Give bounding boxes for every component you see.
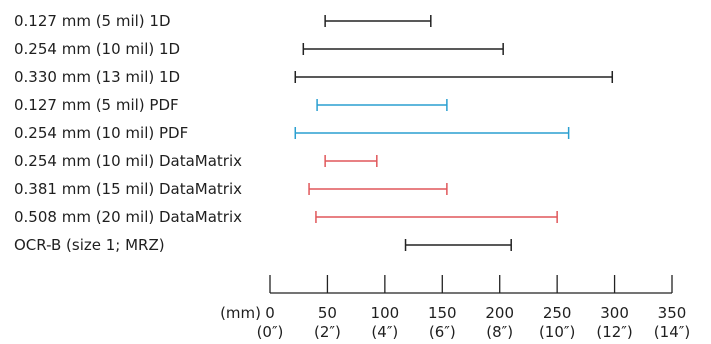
x-tick-label-in: (12″) — [596, 323, 632, 341]
x-tick-label-in: (10″) — [539, 323, 575, 341]
x-tick-label-mm: 300 — [600, 304, 629, 322]
row-label: 0.330 mm (13 mil) 1D — [14, 68, 180, 86]
x-tick-label-mm: 200 — [485, 304, 514, 322]
range-row: 0.127 mm (5 mil) PDF — [14, 96, 448, 114]
x-tick-label-mm: 250 — [543, 304, 572, 322]
range-row: 0.127 mm (5 mil) 1D — [14, 12, 432, 30]
range-row: 0.381 mm (15 mil) DataMatrix — [14, 180, 448, 198]
range-row: 0.254 mm (10 mil) DataMatrix — [14, 152, 378, 170]
x-tick-label-mm: 0 — [265, 304, 275, 322]
row-label: 0.254 mm (10 mil) PDF — [14, 124, 188, 142]
x-tick-label-mm: 350 — [658, 304, 687, 322]
x-tick-label-in: (4″) — [371, 323, 398, 341]
range-row: OCR-B (size 1; MRZ) — [14, 236, 512, 254]
x-axis-unit-label: (mm) — [220, 304, 261, 322]
row-label: 0.254 mm (10 mil) 1D — [14, 40, 180, 58]
range-row: 0.330 mm (13 mil) 1D — [14, 68, 614, 86]
range-row: 0.254 mm (10 mil) 1D — [14, 40, 504, 58]
row-label: 0.127 mm (5 mil) PDF — [14, 96, 179, 114]
x-tick-label-in: (14″) — [654, 323, 690, 341]
range-row: 0.508 mm (20 mil) DataMatrix — [14, 208, 558, 226]
x-axis: (mm) 0(0″) 50(2″) 100(4″) 150(6″) 200(8″) 250… — [220, 275, 690, 341]
row-label: 0.254 mm (10 mil) DataMatrix — [14, 152, 242, 170]
x-tick-label-in: (2″) — [314, 323, 341, 341]
x-tick-label-mm: 150 — [428, 304, 457, 322]
range-row: 0.254 mm (10 mil) PDF — [14, 124, 570, 142]
row-label: 0.508 mm (20 mil) DataMatrix — [14, 208, 242, 226]
row-label: 0.381 mm (15 mil) DataMatrix — [14, 180, 242, 198]
row-label: OCR-B (size 1; MRZ) — [14, 236, 165, 254]
row-label: 0.127 mm (5 mil) 1D — [14, 12, 171, 30]
x-tick-label-in: (0″) — [257, 323, 284, 341]
x-tick-label-mm: 50 — [318, 304, 337, 322]
x-tick-label-mm: 100 — [371, 304, 400, 322]
x-tick-label-in: (6″) — [429, 323, 456, 341]
range-rows: 0.127 mm (5 mil) 1D 0.254 mm (10 mil) 1D 0… — [14, 12, 614, 254]
x-tick-label-in: (8″) — [486, 323, 513, 341]
